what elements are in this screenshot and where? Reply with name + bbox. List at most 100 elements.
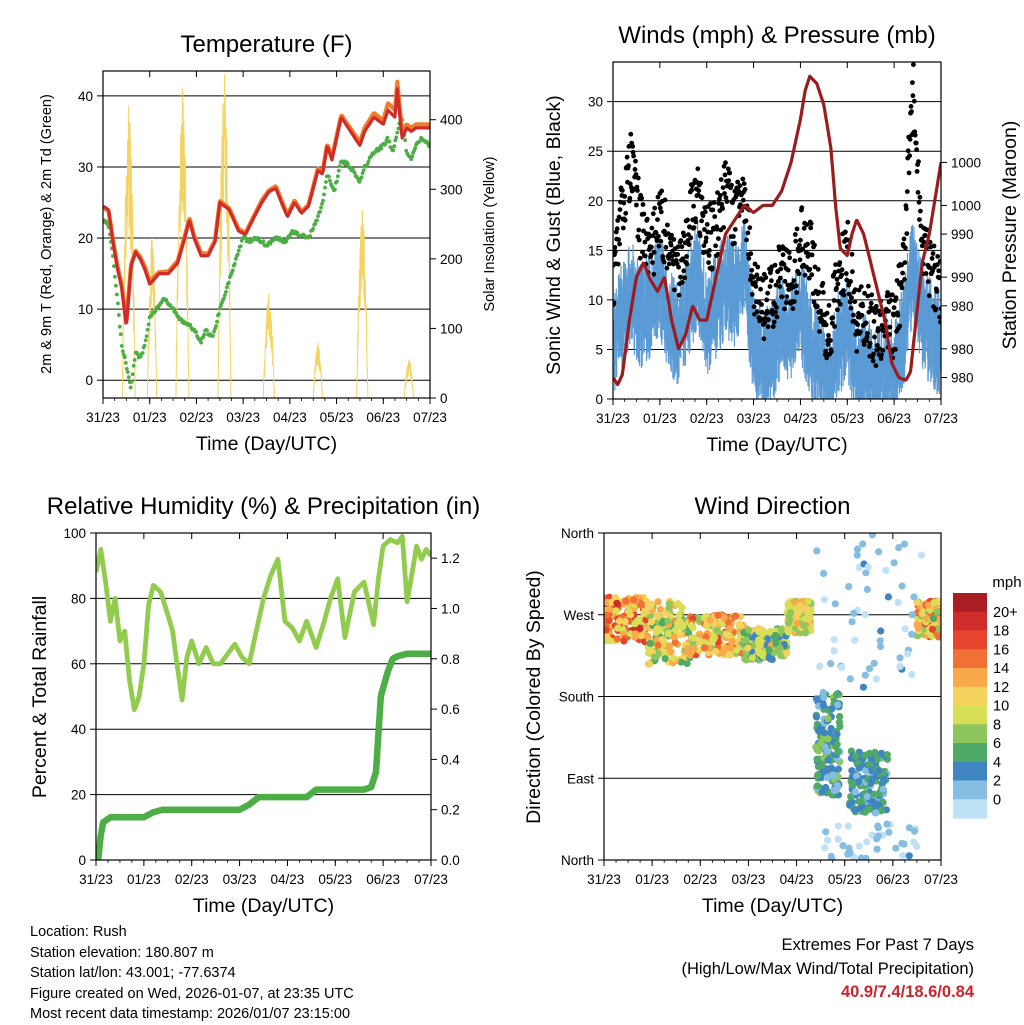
gust-point — [632, 167, 638, 172]
gust-point — [751, 274, 756, 280]
direction-point — [875, 548, 883, 556]
dewpoint-point — [217, 312, 221, 316]
direction-point — [683, 659, 691, 668]
dewpoint-point — [261, 239, 266, 244]
colorbar-label: 10 — [993, 699, 1009, 715]
wind-y2label: Station Pressure (Maroon) — [999, 121, 1021, 350]
direction-point — [722, 630, 730, 638]
gust-point — [709, 265, 715, 271]
gust-point — [799, 205, 805, 211]
gust-point — [634, 202, 639, 208]
gust-point — [617, 207, 623, 213]
gust-point — [749, 292, 755, 297]
gust-point — [776, 247, 782, 253]
gust-point — [762, 320, 768, 326]
gust-point — [837, 301, 843, 307]
dir-ylabel: Direction (Colored By Speed) — [523, 570, 545, 824]
gust-point — [777, 284, 783, 289]
timestamp-text: Most recent data timestamp: 2026/01/07 2… — [30, 1006, 351, 1022]
gust-point — [639, 195, 644, 201]
gust-point — [933, 306, 939, 312]
dewpoint-point — [235, 252, 240, 257]
gust-point — [754, 309, 760, 315]
direction-point — [900, 840, 908, 848]
direction-point — [621, 617, 629, 626]
temp-xtick-label: 05/23 — [320, 410, 354, 425]
gust-point — [727, 170, 733, 176]
rh-ytick-label: 80 — [71, 591, 86, 606]
direction-point — [611, 594, 619, 602]
gust-point — [796, 271, 802, 277]
rh-y2tick-label: 0.0 — [441, 853, 460, 868]
gust-point — [888, 298, 894, 303]
gust-point — [782, 306, 787, 312]
dewpoint-point — [140, 351, 145, 355]
direction-point — [690, 644, 698, 653]
colorbar-swatch — [953, 761, 987, 782]
dewpoint-point — [128, 385, 133, 390]
direction-point — [865, 665, 874, 673]
gust-point — [711, 200, 717, 206]
direction-point — [670, 654, 678, 662]
gust-point — [781, 262, 787, 267]
direction-point — [848, 618, 856, 626]
gust-point — [906, 170, 912, 176]
direction-point — [901, 625, 909, 633]
extremes-subtitle: (High/Low/Max Wind/Total Precipitation) — [681, 959, 974, 978]
gust-point — [847, 299, 853, 305]
gust-point — [635, 175, 641, 181]
gust-point — [843, 271, 849, 276]
dir-xtick-label: 03/23 — [732, 872, 766, 887]
dewpoint-point — [316, 214, 320, 219]
direction-point — [844, 822, 852, 830]
dewpoint-point — [337, 164, 342, 169]
direction-point — [859, 683, 868, 691]
gust-point — [626, 144, 632, 149]
gust-point — [745, 230, 751, 236]
temp-y2tick-label: 300 — [440, 182, 463, 197]
gust-point — [616, 214, 622, 220]
gust-point — [909, 109, 914, 114]
gust-point — [622, 194, 628, 199]
gust-point — [785, 267, 791, 273]
gust-point — [904, 231, 910, 237]
direction-point — [827, 852, 835, 860]
gust-point — [811, 299, 817, 305]
temp-ytick-label: 40 — [78, 89, 93, 104]
gust-point — [743, 218, 749, 224]
direction-point — [646, 639, 654, 648]
gust-point — [671, 261, 676, 267]
gust-point — [686, 242, 692, 248]
gust-point — [889, 292, 895, 298]
direction-point — [665, 642, 674, 650]
gust-point — [695, 166, 701, 172]
gust-point — [850, 269, 855, 275]
gust-point — [675, 244, 681, 250]
gust-point — [790, 306, 796, 312]
gust-point — [717, 196, 722, 202]
dewpoint-point — [112, 264, 116, 268]
colorbar-swatch — [953, 780, 987, 800]
direction-point — [660, 610, 668, 618]
temp-y2tick-label: 0 — [440, 391, 448, 406]
gust-point — [910, 93, 916, 99]
dewpoint-point — [324, 180, 328, 184]
colorbar-label: 16 — [993, 642, 1009, 658]
temp-xtick-label: 02/23 — [180, 410, 214, 425]
dewpoint-point — [194, 330, 199, 334]
colorbar-label: 8 — [993, 717, 1001, 733]
gust-point — [696, 188, 702, 194]
gust-point — [740, 197, 746, 203]
direction-point — [882, 566, 890, 575]
dewpoint-point — [385, 135, 390, 140]
direction-point — [813, 782, 822, 790]
gust-point — [916, 199, 922, 205]
gust-point — [753, 280, 758, 285]
gust-point — [650, 260, 655, 265]
colorbar-label: 20+ — [993, 605, 1018, 621]
station-info: Location: Rush Station elevation: 180.80… — [30, 922, 354, 1025]
gust-point — [901, 236, 907, 242]
dir-xlabel: Time (Day/UTC) — [702, 895, 843, 917]
direction-point — [838, 663, 846, 671]
direction-point — [654, 598, 662, 606]
